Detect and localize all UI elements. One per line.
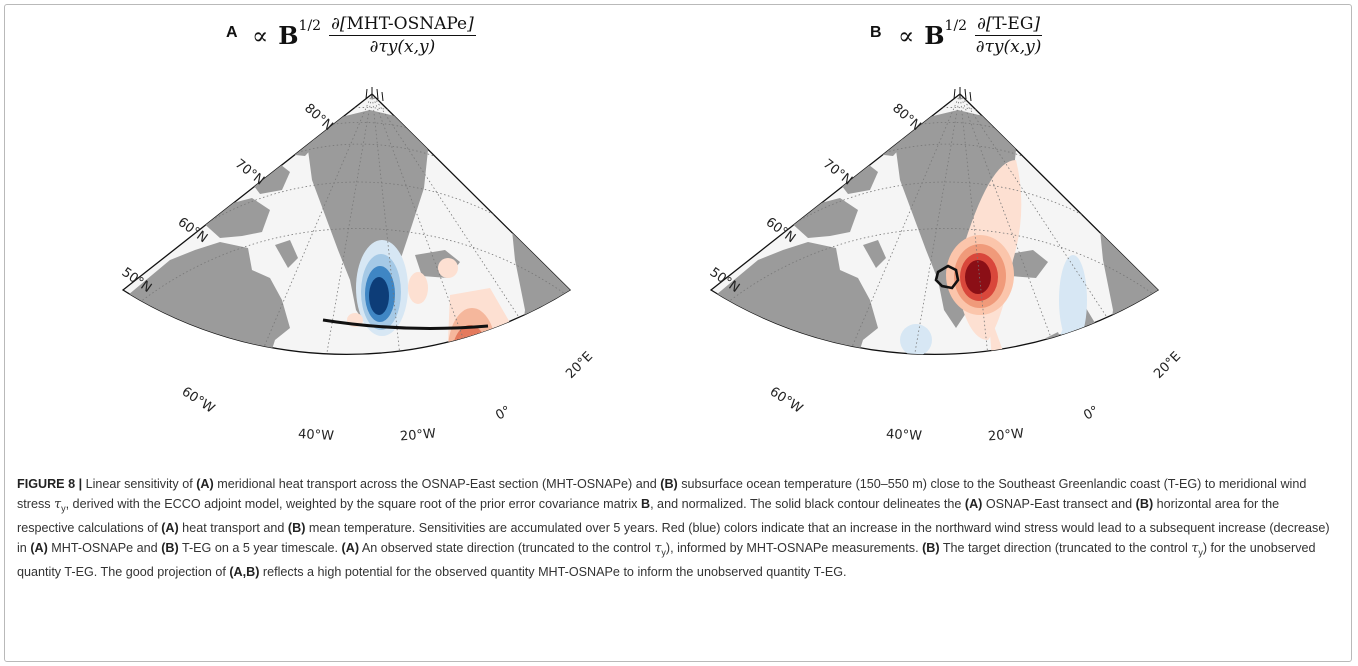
formula-b: B [278, 21, 299, 50]
formula-fraction: ∂[MHT-OSNAPe] ∂τy(x,y) [329, 14, 476, 57]
formula-numerator: ∂[T-EG] [975, 14, 1043, 36]
map-a [121, 87, 572, 356]
caption-ref: (A) [964, 497, 983, 512]
formula-a: ∝ B 1/2 ∂[MHT-OSNAPe] ∂τy(x,y) [252, 14, 476, 57]
caption-symbol: τ [1191, 540, 1199, 556]
caption-text: subsurface ocean temperature (150–550 m)… [17, 477, 1307, 512]
caption-text: mean temperature. Sensitivities are accu… [17, 520, 1330, 556]
caption-text: Linear sensitivity of [82, 477, 197, 491]
caption-text: MHT-OSNAPe and [47, 541, 162, 556]
caption-text: ) for the unobserved quantity T-EG. The … [17, 541, 1316, 579]
formula-b: B [924, 21, 945, 50]
caption-text: , derived with the ECCO adjoint model, w… [65, 497, 641, 512]
caption-symbol: τ [654, 540, 662, 556]
pole-ticks [953, 87, 972, 102]
formula-exp: 1/2 [944, 17, 968, 34]
formula-numerator: ∂[MHT-OSNAPe] [329, 14, 476, 36]
caption-ref: (B) [287, 520, 306, 535]
caption-ref: (B) [660, 477, 678, 491]
panel-letter-b: B [870, 24, 882, 41]
caption-ref: (A) [30, 541, 48, 556]
caption-text: An observed state direction (truncated t… [359, 541, 655, 556]
caption-matrix: B [640, 497, 651, 512]
osnap-east-transect [322, 318, 489, 330]
caption-symbol: τ [54, 496, 62, 512]
formula-prop: ∝ [898, 21, 915, 50]
panel-b: B ∝ B 1/2 ∂[T-EG] ∂τy(x,y) 80°N 70°N 60°… [608, 10, 1268, 455]
caption-subscript: y [1198, 547, 1203, 558]
lon-label: 20°W [399, 426, 437, 445]
formula-denominator: ∂τy(x,y) [975, 37, 1042, 57]
caption-ref: (A) [161, 520, 179, 535]
formula-exp: 1/2 [298, 17, 322, 34]
caption-ref: (B) [161, 541, 179, 556]
caption-ref: (A) [196, 477, 214, 491]
caption-text: horizontal area for the respective calcu… [17, 497, 1280, 535]
caption-text: ), informed by MHT-OSNAPe measurements. [665, 541, 923, 556]
formula-denominator: ∂τy(x,y) [369, 37, 436, 57]
t-eg-area-contour [934, 264, 960, 290]
caption-text: OSNAP-East transect and [982, 497, 1136, 512]
caption-text: heat transport and [178, 520, 288, 535]
caption-text: , and normalized. The solid black contou… [650, 497, 965, 512]
lon-label: 40°W [297, 427, 335, 444]
figure-caption: FIGURE 8 | Linear sensitivity of (A) mer… [17, 475, 1339, 582]
formula-b: ∝ B 1/2 ∂[T-EG] ∂τy(x,y) [898, 14, 1043, 57]
caption-ref: (B) [1135, 497, 1154, 512]
panel-a: A ∝ B 1/2 ∂[MHT-OSNAPe] ∂τy(x,y) 80°N 70… [20, 10, 680, 455]
caption-subscript: y [61, 503, 66, 514]
figure-frame [4, 4, 1352, 662]
formula-fraction: ∂[T-EG] ∂τy(x,y) [975, 14, 1043, 57]
panel-letter-a: A [226, 24, 238, 41]
caption-subscript: y [661, 547, 666, 558]
caption-text: meridional heat transport across the OSN… [213, 477, 661, 491]
lon-label: 20°W [987, 426, 1025, 445]
caption-text: reflects a high potential for the observ… [259, 564, 847, 579]
pole-ticks [365, 87, 384, 102]
caption-ref: (A) [341, 541, 360, 556]
caption-text: The target direction (truncated to the c… [939, 541, 1192, 556]
caption-text: T-EG on a 5 year timescale. [178, 541, 342, 556]
caption-ref: (B) [922, 541, 940, 556]
formula-prop: ∝ [252, 21, 269, 50]
lon-label: 40°W [885, 427, 923, 444]
map-b [709, 87, 1160, 356]
caption-ref: (A,B) [229, 564, 260, 579]
figure-label: FIGURE 8 | [17, 477, 83, 491]
